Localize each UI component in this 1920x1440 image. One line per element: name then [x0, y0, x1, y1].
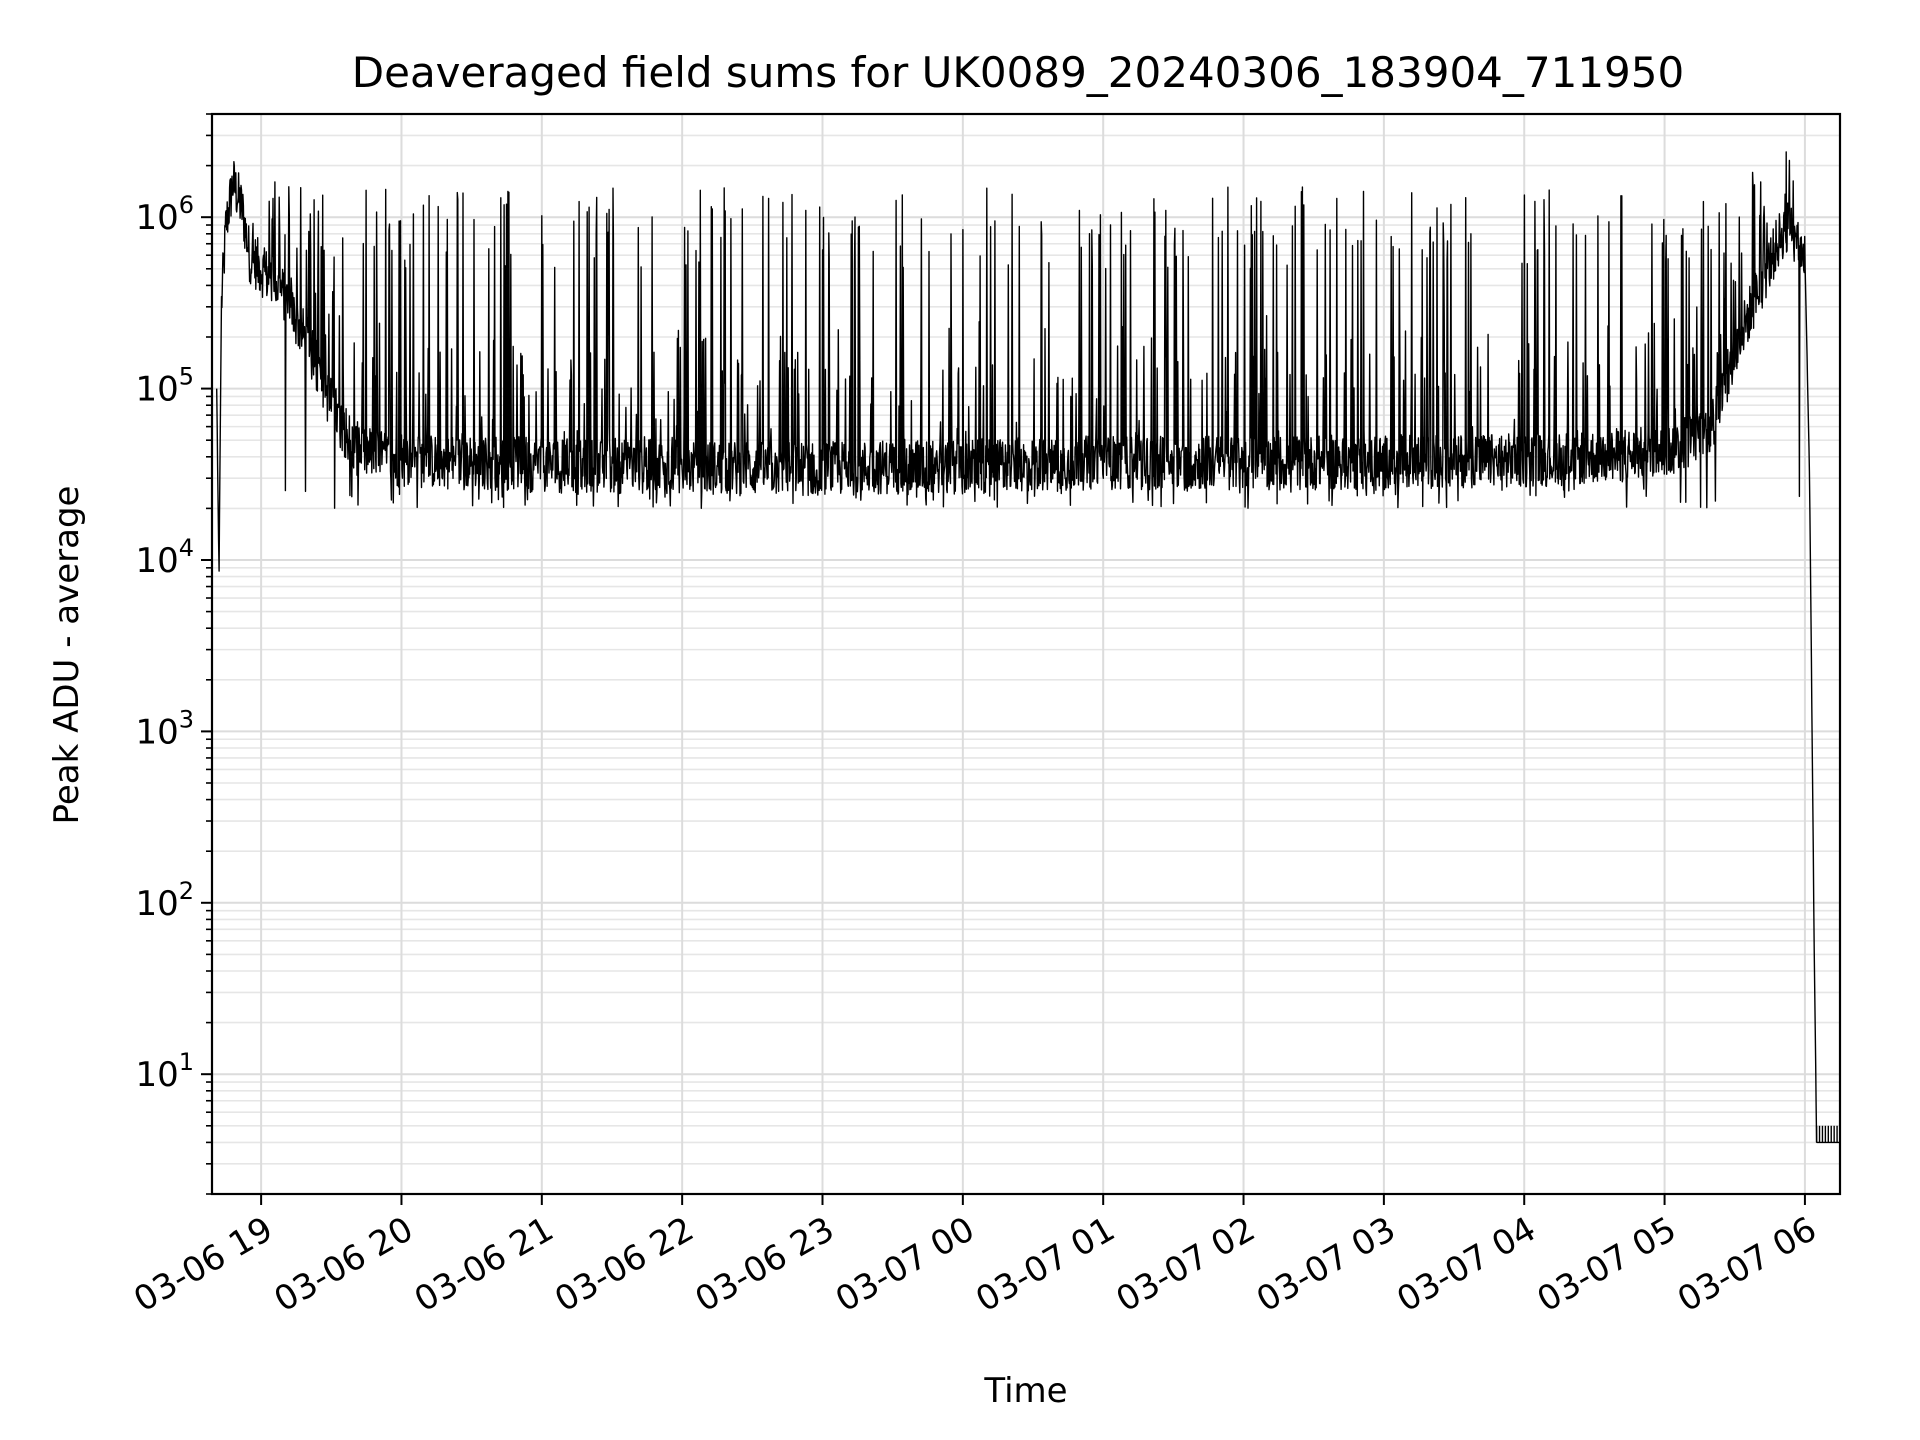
- y-tick-label: 104: [135, 534, 194, 581]
- y-tick-label: 101: [135, 1048, 194, 1095]
- grid: [212, 113, 1840, 1195]
- plot-frame: [210, 112, 1842, 1196]
- x-tick-label: 03-07 05: [1531, 1209, 1683, 1320]
- x-axis-label: Time: [983, 1371, 1067, 1411]
- x-tick-label: 03-06 20: [268, 1209, 420, 1320]
- series-line: [216, 151, 1841, 1144]
- x-tick-label: 03-06 22: [548, 1209, 700, 1320]
- x-tick-label: 03-06 19: [127, 1209, 279, 1320]
- y-tick-label: 102: [135, 877, 194, 924]
- x-tick-label: 03-07 00: [829, 1209, 981, 1320]
- x-tick-label: 03-07 04: [1390, 1209, 1542, 1320]
- x-tick-label: 03-06 23: [689, 1209, 841, 1320]
- x-tick-label: 03-07 06: [1671, 1209, 1823, 1320]
- series: [216, 151, 1841, 1144]
- chart-title: Deaveraged field sums for UK0089_2024030…: [352, 48, 1684, 97]
- x-tick-label: 03-07 02: [1110, 1209, 1262, 1320]
- y-tick-label: 103: [135, 705, 194, 752]
- y-tick-label: 106: [135, 191, 194, 238]
- x-tick-label: 03-06 21: [408, 1209, 560, 1320]
- y-axis-label: Peak ADU - average: [47, 486, 87, 825]
- y-axis: 101 102 103 104 105 106: [135, 113, 212, 1195]
- x-tick-label: 03-07 03: [1250, 1209, 1402, 1320]
- y-tick-label: 105: [135, 363, 194, 410]
- x-tick-label: 03-07 01: [969, 1209, 1121, 1320]
